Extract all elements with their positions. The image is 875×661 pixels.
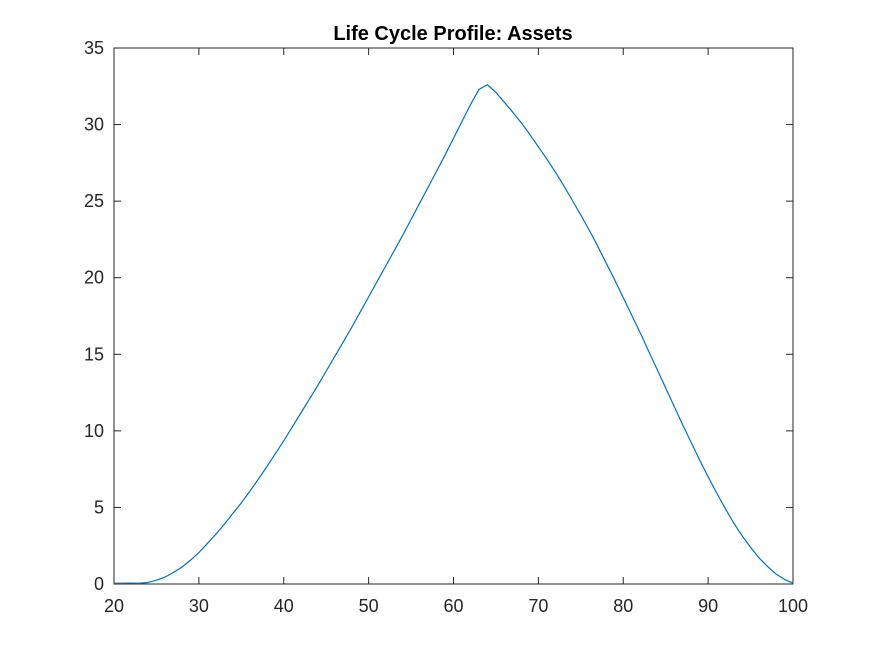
x-tick-label: 90	[698, 596, 718, 616]
y-tick-label: 15	[84, 344, 104, 364]
y-tick-label: 5	[94, 497, 104, 517]
y-tick-label: 20	[84, 268, 104, 288]
x-tick-label: 50	[359, 596, 379, 616]
plot-area-box	[113, 47, 794, 585]
x-tick-label: 40	[274, 596, 294, 616]
x-tick-label: 70	[528, 596, 548, 616]
y-tick-label: 0	[94, 574, 104, 594]
assets-series-line	[113, 84, 794, 584]
y-tick-label: 10	[84, 421, 104, 441]
y-tick-label: 30	[84, 115, 104, 135]
x-tick-label: 100	[778, 596, 808, 616]
y-tick-label: 35	[84, 38, 104, 58]
series-layer	[113, 84, 794, 584]
x-tick-label: 20	[104, 596, 124, 616]
chart-title: Life Cycle Profile: Assets	[333, 23, 572, 45]
x-tick-label: 30	[189, 596, 209, 616]
x-tick-label: 60	[443, 596, 463, 616]
x-tick-label: 80	[613, 596, 633, 616]
axes: 20 30 40 50 60 70 80 90 100 0 5 10 15 20 25 30 35	[84, 38, 808, 616]
y-tick-label: 25	[84, 191, 104, 211]
